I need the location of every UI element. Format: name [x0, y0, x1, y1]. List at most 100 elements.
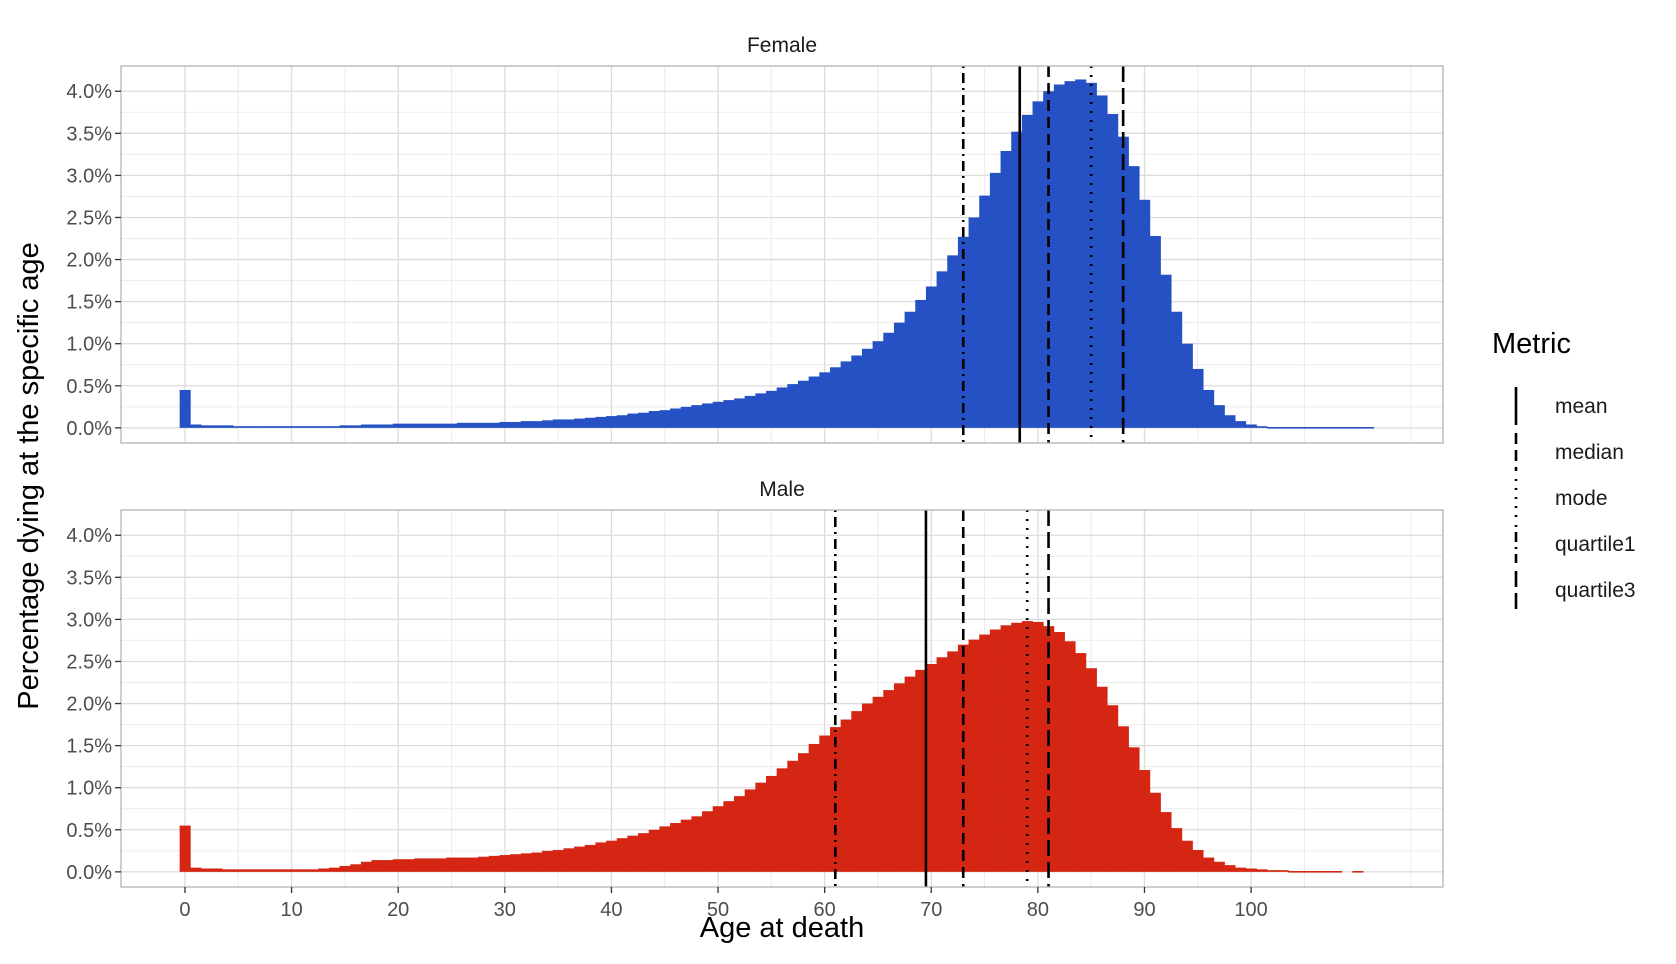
histogram-bar	[1256, 869, 1268, 872]
histogram-bar	[190, 424, 202, 428]
histogram-bar	[275, 426, 287, 428]
histogram-bar	[1363, 427, 1375, 429]
y-tick-label: 2.5%	[66, 207, 112, 229]
histogram-bar	[680, 406, 692, 428]
legend-label: mode	[1555, 487, 1608, 510]
histogram-bar	[840, 361, 852, 428]
histogram-bar	[1331, 427, 1343, 429]
histogram-bar	[456, 422, 468, 428]
histogram-bar	[350, 425, 362, 428]
y-tick-label: 0.5%	[66, 376, 112, 398]
histogram-bar	[1064, 641, 1076, 872]
histogram-bar	[1128, 166, 1140, 428]
histogram-bar	[392, 423, 404, 428]
histogram-bar	[861, 703, 874, 872]
histogram-bar	[1032, 621, 1044, 872]
histogram-bar	[670, 823, 682, 872]
histogram-bar	[723, 400, 735, 428]
y-tick-label: 1.5%	[66, 292, 112, 314]
histogram-bar	[286, 869, 298, 872]
histogram-bar	[1224, 415, 1236, 428]
panel-border	[120, 509, 1444, 888]
histogram-bar	[563, 848, 575, 872]
x-tick-label: 50	[707, 899, 729, 921]
histogram-bar	[200, 425, 213, 428]
histogram-bar	[712, 401, 724, 428]
histogram-bar	[616, 838, 628, 872]
histogram-bar	[520, 853, 532, 872]
histogram-bar	[595, 842, 607, 872]
panel-border	[120, 65, 1444, 444]
histogram-bar	[392, 859, 404, 872]
histogram-bar	[1267, 427, 1279, 429]
histogram-bar	[254, 426, 266, 428]
histogram-bar	[797, 753, 810, 872]
histogram-bar	[829, 367, 842, 428]
histogram-bar	[1064, 81, 1076, 428]
histogram-bar	[627, 835, 639, 872]
histogram-bar	[1096, 686, 1108, 872]
histogram-bar	[1341, 427, 1353, 429]
histogram-bar	[1277, 427, 1289, 429]
histogram-bar	[1032, 101, 1044, 428]
histogram-bar	[691, 405, 703, 428]
histogram-bar	[1288, 871, 1300, 873]
histogram-bar	[925, 663, 937, 872]
x-tick-label: 100	[1234, 899, 1267, 921]
x-tick-label: 90	[1133, 899, 1155, 921]
histogram-bar	[861, 348, 874, 428]
histogram-bar	[574, 846, 586, 872]
histogram-bar	[1245, 868, 1257, 872]
histogram-bar	[1053, 632, 1065, 872]
histogram-bar	[414, 858, 426, 872]
histogram-bar	[296, 426, 308, 428]
histogram-bar	[691, 816, 703, 872]
histogram-bar	[179, 389, 191, 428]
histogram-bar	[712, 806, 724, 872]
histogram-bar	[755, 782, 767, 872]
histogram-bar	[670, 408, 682, 428]
histogram-bar	[915, 299, 927, 428]
histogram-bar	[350, 864, 362, 872]
x-tick-label: 20	[387, 899, 409, 921]
histogram-bar	[488, 422, 500, 428]
y-tick-label: 0.0%	[66, 862, 112, 884]
histogram-bar	[1288, 427, 1300, 429]
y-tick-label: 2.0%	[66, 694, 112, 716]
histogram-bar	[488, 855, 500, 872]
histogram-bar	[467, 422, 479, 428]
histogram-bar	[478, 856, 490, 872]
y-tick-label: 2.5%	[66, 651, 112, 673]
histogram-bar	[766, 390, 778, 428]
histogram-bar	[1117, 136, 1129, 428]
histogram-bar	[1277, 870, 1289, 872]
histogram-bar	[435, 858, 447, 872]
histogram-bar	[1117, 726, 1129, 872]
histogram-bar	[904, 676, 916, 872]
histogram-bar	[1320, 871, 1332, 873]
histogram-bar	[797, 380, 810, 428]
histogram-bar	[872, 696, 884, 872]
histogram-bar	[925, 286, 937, 428]
histogram-bar	[1203, 389, 1215, 428]
histogram-bar	[286, 426, 298, 428]
histogram-bar	[296, 869, 308, 872]
histogram-bar	[563, 419, 575, 428]
y-tick-label: 3.0%	[66, 609, 112, 631]
histogram-bar	[1149, 235, 1161, 428]
histogram-bar	[787, 384, 799, 428]
histogram-bar	[840, 719, 852, 872]
histogram-bar	[883, 690, 895, 872]
histogram-bar	[872, 341, 884, 428]
histogram-bar	[1107, 113, 1119, 428]
histogram-bar	[1160, 812, 1172, 872]
legend-label: median	[1555, 441, 1624, 464]
histogram-bar	[531, 852, 543, 872]
y-tick-label: 1.0%	[66, 778, 112, 800]
histogram-bar	[222, 425, 234, 428]
y-tick-label: 3.0%	[66, 165, 112, 187]
panel-background	[121, 66, 1443, 443]
x-axis-title: Age at death	[700, 912, 864, 944]
histogram-bar	[893, 683, 906, 872]
